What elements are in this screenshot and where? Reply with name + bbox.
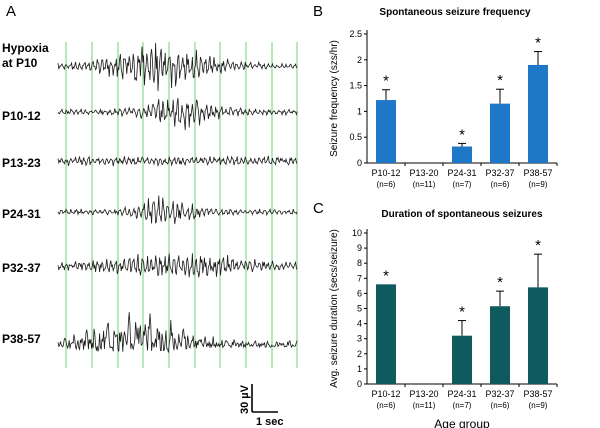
category-label: P38-57 [523, 389, 552, 399]
y-tick-label: 2.5 [349, 29, 362, 39]
y-axis-label: Seizure frequency (szs/hr) [329, 40, 340, 157]
chart-b: 0 0.5 1 1.5 2 2.5 Seizure frequency (szs/hr) * P… [329, 29, 558, 189]
y-tick-label: 1 [357, 364, 362, 374]
n-label: (n=11) [413, 401, 436, 410]
category-label: P38-57 [523, 168, 552, 178]
bar-P32-37 [490, 306, 510, 384]
y-tick-label: 2 [357, 55, 362, 65]
trace-p13-23 [57, 155, 298, 167]
bar-P24-31 [452, 335, 472, 384]
trace-label-hypoxia-line2: at P10 [2, 56, 38, 70]
n-label: (n=9) [529, 401, 548, 410]
significance-marker: * [459, 304, 465, 321]
y-tick-label: 5 [357, 304, 362, 314]
panel-b-label: B [313, 3, 323, 20]
chart-c-title: Duration of spontaneous seizures [381, 209, 543, 220]
bar-P24-31 [452, 146, 472, 163]
category-label: P10-12 [371, 389, 400, 399]
y-tick-label: 10 [352, 228, 362, 238]
trace-label-p24-31: P24-31 [2, 207, 41, 221]
scale-bar: 30 µV 1 sec [239, 384, 284, 428]
bar-P38-57 [528, 287, 548, 384]
category-label: P13-20 [409, 168, 438, 178]
trace-label-hypoxia-line1: Hypoxia [2, 41, 49, 55]
trace-hypoxia [57, 42, 298, 92]
panel-a: A Hypoxia at P10 P10-12 P13-23 P24-31 P3… [2, 3, 298, 428]
category-label: P24-31 [447, 168, 476, 178]
bar-P38-57 [528, 64, 548, 163]
scale-bar-horizontal-label: 1 sec [256, 416, 284, 428]
y-tick-label: 7 [357, 273, 362, 283]
significance-marker: * [383, 267, 389, 284]
time-markers [65, 42, 298, 368]
trace-p32-37 [57, 253, 298, 278]
significance-marker: * [535, 35, 541, 52]
trace-p10-12 [57, 97, 298, 131]
y-tick-label: 0 [357, 158, 362, 168]
chart-b-title: Spontaneous seizure frequency [379, 7, 531, 18]
category-label: P10-12 [371, 168, 400, 178]
y-tick-label: 4 [357, 319, 362, 329]
category-label: P13-20 [409, 389, 438, 399]
n-label: (n=7) [453, 401, 472, 410]
bar-P10-12 [376, 100, 396, 163]
y-tick-label: 0 [357, 379, 362, 389]
x-axis-label: Age group [434, 417, 490, 428]
panel-a-label: A [6, 3, 16, 20]
significance-marker: * [497, 274, 503, 291]
significance-marker: * [497, 72, 503, 89]
bar-P32-37 [490, 103, 510, 163]
panel-b: B Spontaneous seizure frequency 0 0.5 1 1.5… [313, 3, 558, 189]
panel-c: C Duration of spontaneous seizures 0 1 2 3 4… [313, 200, 558, 428]
y-tick-label: 1.5 [349, 81, 362, 91]
n-label: (n=6) [491, 180, 510, 189]
n-label: (n=9) [529, 180, 548, 189]
chart-c: 0 1 2 3 4 5 6 7 8 9 10 Avg. seizure duration (secs/… [329, 228, 558, 428]
n-label: (n=6) [377, 180, 396, 189]
category-label: P32-37 [485, 389, 514, 399]
y-tick-label: 1 [357, 106, 362, 116]
category-label: P24-31 [447, 389, 476, 399]
significance-marker: * [535, 237, 541, 254]
significance-marker: * [383, 73, 389, 90]
eeg-traces [57, 42, 298, 353]
y-axis-label: Avg. seizure duration (secs/seizure) [329, 229, 340, 388]
trace-label-p10-12: P10-12 [2, 109, 41, 123]
panel-c-label: C [313, 200, 324, 217]
scale-bar-vertical-label: 30 µV [239, 384, 251, 414]
trace-p38-57 [57, 312, 298, 353]
category-label: P32-37 [485, 168, 514, 178]
trace-label-p13-23: P13-23 [2, 156, 41, 170]
trace-p24-31 [57, 195, 298, 225]
trace-label-p38-57: P38-57 [2, 332, 41, 346]
y-tick-label: 2 [357, 349, 362, 359]
y-tick-label: 6 [357, 288, 362, 298]
bar-P10-12 [376, 284, 396, 384]
y-tick-label: 9 [357, 243, 362, 253]
y-tick-label: 8 [357, 258, 362, 268]
n-label: (n=6) [377, 401, 396, 410]
trace-label-p32-37: P32-37 [2, 261, 41, 275]
n-label: (n=11) [413, 180, 436, 189]
y-tick-label: 0.5 [349, 132, 362, 142]
significance-marker: * [459, 126, 465, 143]
n-label: (n=7) [453, 180, 472, 189]
n-label: (n=6) [491, 401, 510, 410]
y-tick-label: 3 [357, 334, 362, 344]
